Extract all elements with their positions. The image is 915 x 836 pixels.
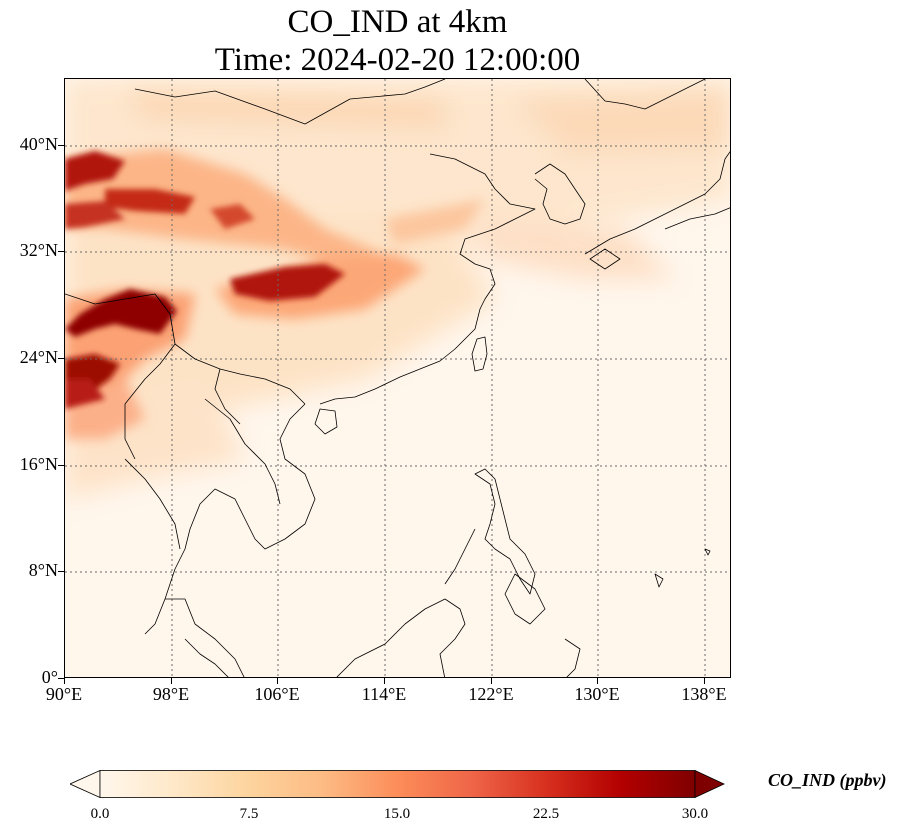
lon-tick [277,678,278,684]
lon-label-122e: 122°E [468,684,514,704]
gridlines [65,79,730,677]
map-title: CO_IND at 4km [287,4,508,40]
colorbar-tick-0: 0.0 [90,806,110,822]
colorbar-tick-7-5: 7.5 [239,806,259,822]
lat-tick [58,251,64,252]
co-field-high [65,151,345,409]
colorbar-tick-22-5: 22.5 [532,806,560,822]
colorbar-label: CO_IND (ppbv) [768,770,887,790]
colorbar-body [99,770,696,798]
lat-tick [58,571,64,572]
lat-tick [58,465,64,466]
lat-tick [58,358,64,359]
map-subtitle-time: Time: 2024-02-20 12:00:00 [214,42,581,78]
lat-label-0: 0° [41,667,58,687]
lon-tick [597,678,598,684]
lon-label-98e: 98°E [152,684,190,704]
colorbar [70,770,725,798]
lon-label-106e: 106°E [254,684,300,704]
lat-label-40n: 40°N [19,134,58,154]
colorbar-extend-max [694,770,725,798]
lat-tick [58,678,64,679]
colorbar-extend-min [70,770,101,798]
lon-label-90e: 90°E [45,684,83,704]
lat-label-16n: 16°N [19,454,58,474]
lon-label-114e: 114°E [361,684,407,704]
coastlines [65,79,730,677]
lat-tick [58,145,64,146]
concentration-map [65,79,730,677]
lat-label-32n: 32°N [19,240,58,260]
co-field-background [65,79,730,499]
map-panel [64,78,731,678]
lon-tick [171,678,172,684]
lon-tick [704,678,705,684]
lon-label-138e: 138°E [681,684,727,704]
colorbar-tick-30: 30.0 [681,806,709,822]
lat-label-24n: 24°N [19,347,58,367]
lon-tick [384,678,385,684]
lon-tick [491,678,492,684]
lon-tick [64,678,65,684]
colorbar-tick-15: 15.0 [383,806,411,822]
lat-label-8n: 8°N [28,560,58,580]
lon-label-130e: 130°E [574,684,620,704]
